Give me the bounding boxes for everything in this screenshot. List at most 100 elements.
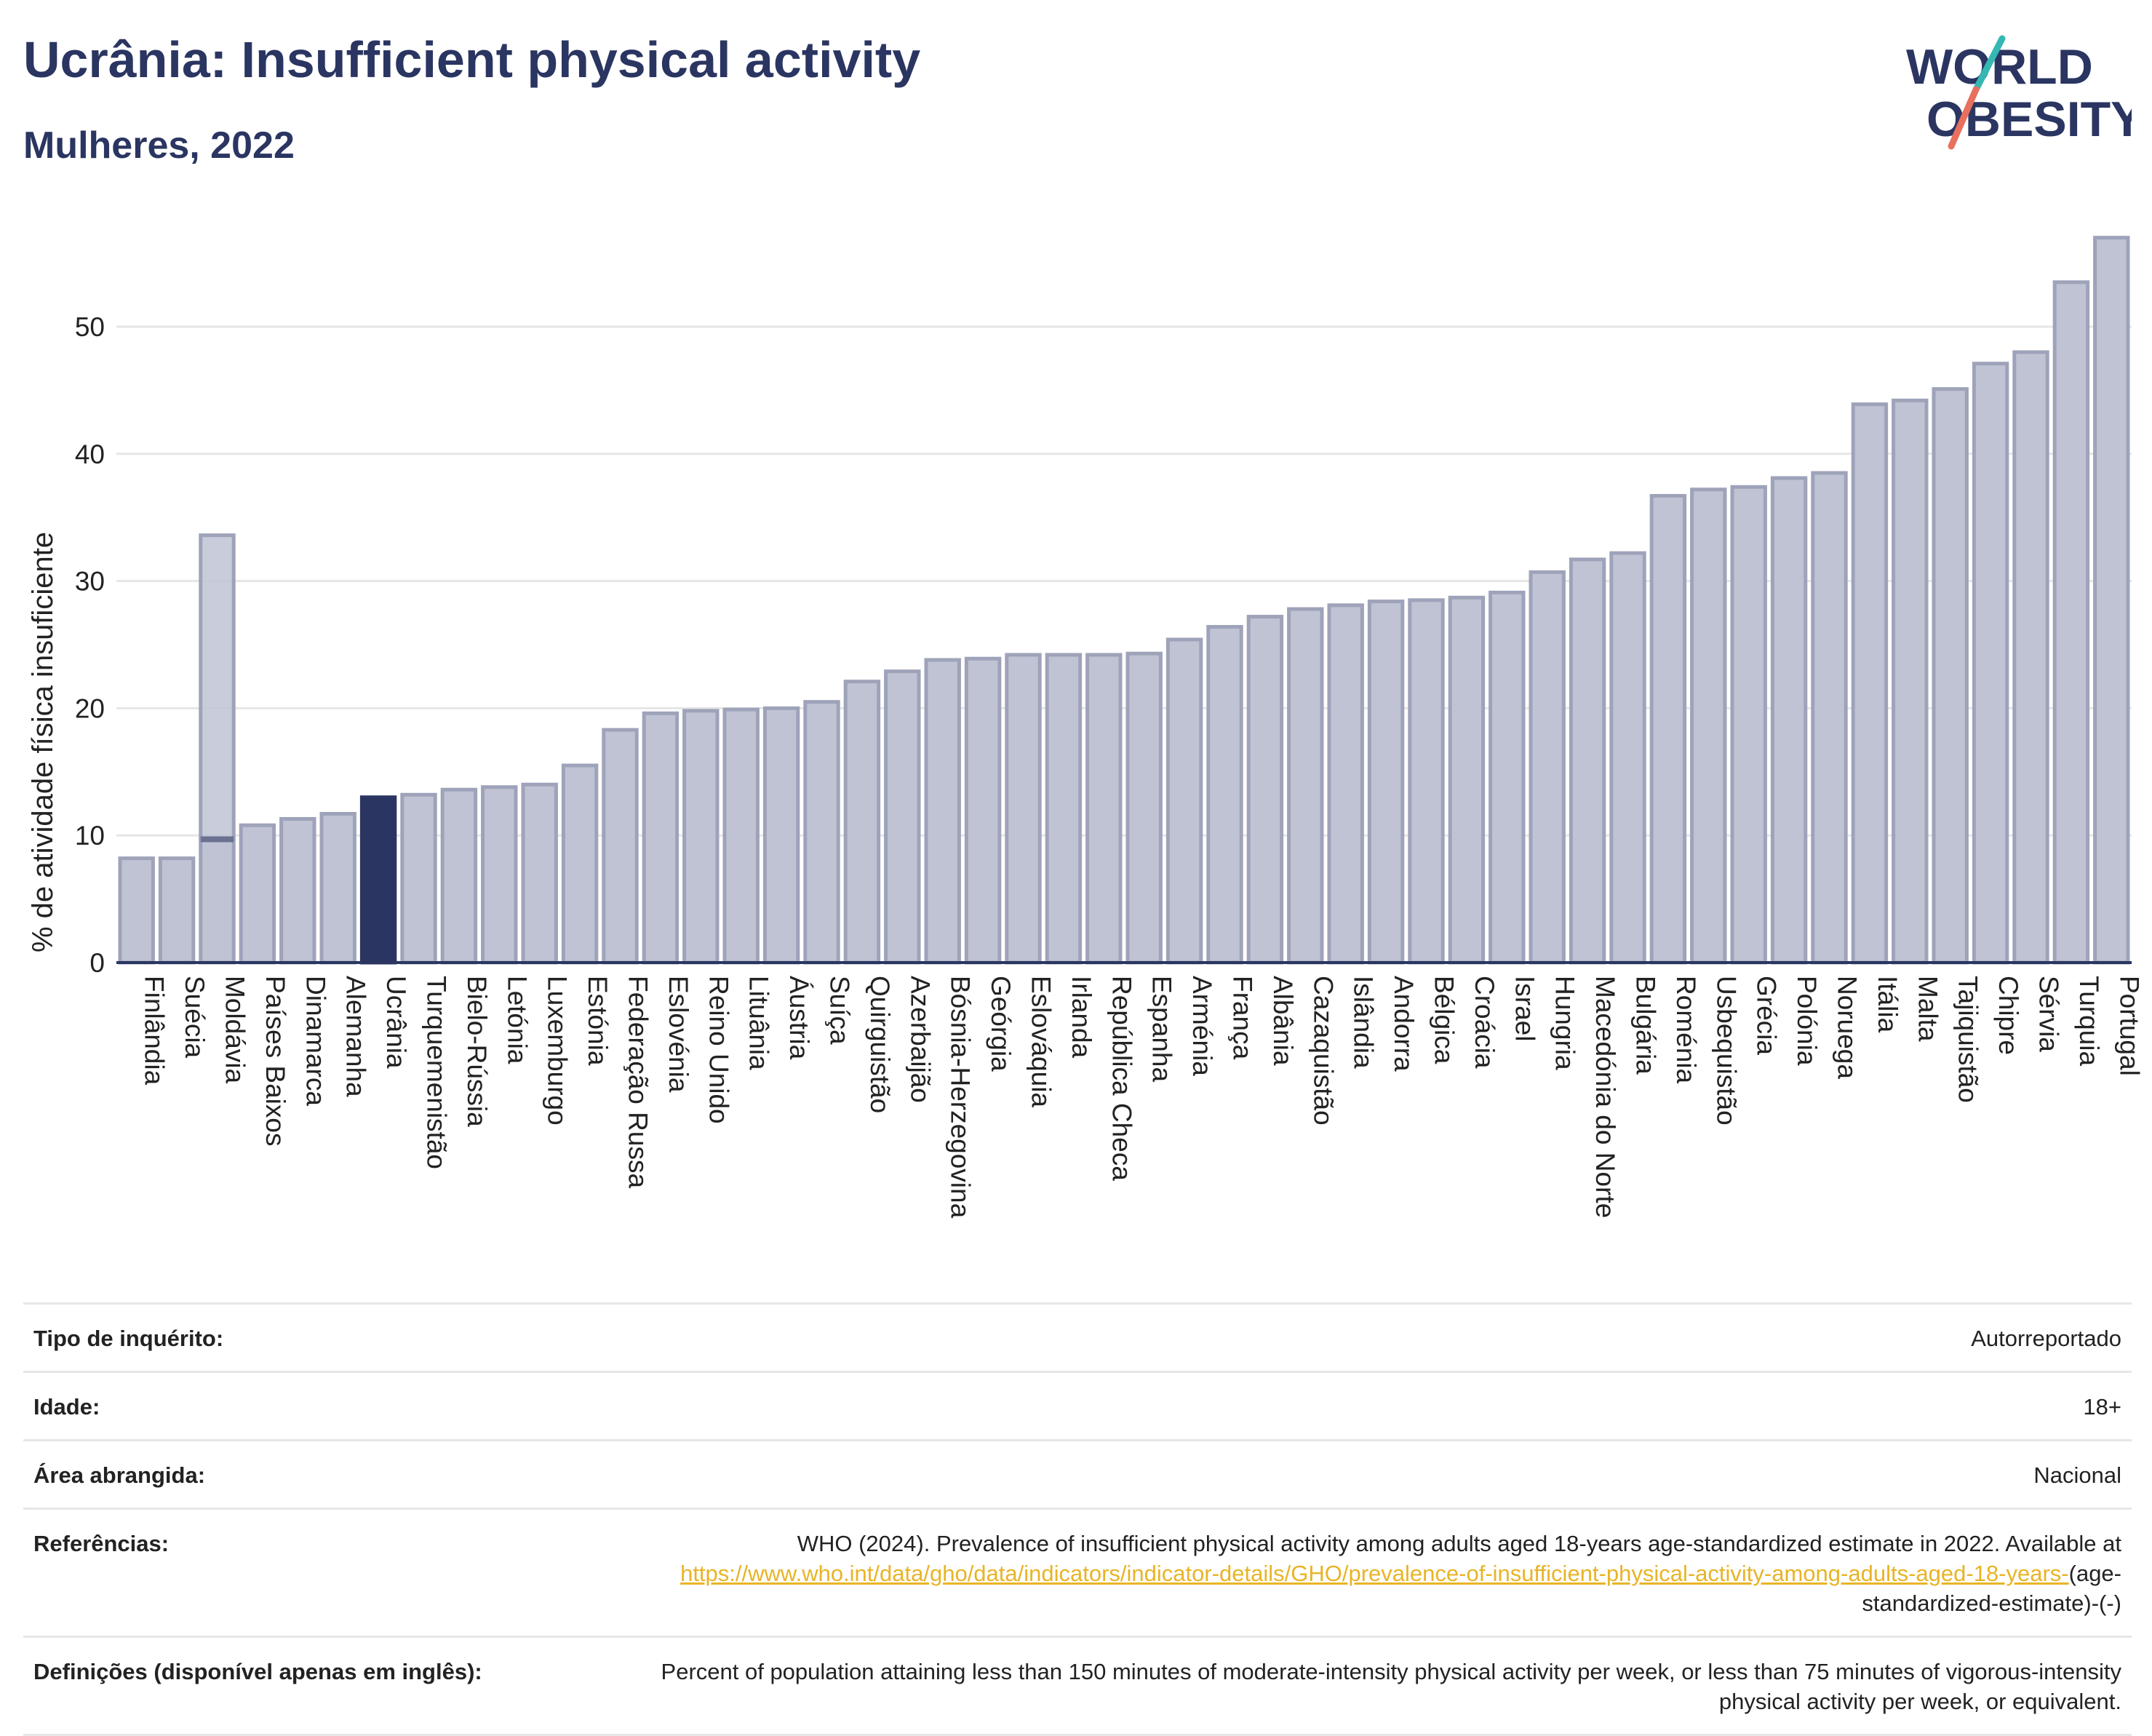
info-row-survey: Tipo de inquérito: Autorreportado [23,1302,2132,1371]
bar-república-checa[interactable] [1085,653,1123,965]
bar-países-baixos[interactable] [239,823,276,965]
bar-finlândia[interactable] [118,856,155,965]
bar-croácia[interactable] [1448,595,1486,965]
info-row-definitions: Definições (disponível apenas em inglês)… [23,1636,2132,1736]
x-tick-label: Macedónia do Norte [1590,976,1620,1218]
x-tick-label: Bélgica [1430,976,1459,1064]
bar-azerbaijão[interactable] [884,669,921,965]
bar-irlanda[interactable] [1045,653,1083,965]
references-suffix: (age-standardized-estimate)-(-) [1862,1561,2121,1616]
page-title: Ucrânia: Insufficient physical activity [23,31,921,88]
bar-noruega[interactable] [1811,471,1848,965]
bar-roménia[interactable] [1649,493,1687,965]
x-tick-label: Tajiquistão [1953,976,1983,1103]
x-tick-label: Quirguistão [865,976,895,1113]
bar-usbequistão[interactable] [1690,487,1727,965]
bar-eslovénia[interactable] [642,711,680,965]
bar-estónia[interactable] [561,763,599,965]
bar-espanha[interactable] [1125,651,1163,965]
x-tick-label: Espanha [1147,976,1177,1082]
x-tick-label: Federação Russa [623,976,653,1188]
bar-chipre[interactable] [1972,362,2009,965]
bar-portugal[interactable] [2093,236,2130,965]
x-tick-label: Eslovénia [663,976,693,1093]
x-tick-label: Alemanha [341,976,371,1097]
bar-turquemenistão[interactable] [400,792,437,965]
bar-malta[interactable] [1892,398,1929,965]
bar-suécia[interactable] [158,856,196,965]
bar-bulgária[interactable] [1609,551,1646,965]
x-tick-label: Usbequistão [1711,976,1741,1126]
x-tick-label: Suíça [825,976,855,1045]
x-tick-label: Grécia [1752,976,1782,1055]
bar-grécia[interactable] [1730,485,1767,965]
bar-geórgia[interactable] [964,656,1002,965]
x-tick-label: Luxemburgo [543,976,573,1126]
x-tick-label: Bulgária [1631,976,1661,1075]
x-tick-label: Irlanda [1067,976,1096,1059]
y-tick-label: 10 [75,821,105,851]
logo-slash-coral [1948,86,1980,150]
bar-andorra[interactable] [1367,600,1405,965]
bar-alemanha[interactable] [319,811,356,965]
bar-reino-unido[interactable] [682,709,720,965]
bar-itália[interactable] [1851,402,1889,965]
bar-turquia[interactable] [2052,280,2090,965]
references-text: WHO (2024). Prevalence of insufficient p… [797,1531,2121,1556]
bar-letónia[interactable] [481,785,518,965]
x-tick-label: Reino Unido [704,976,733,1124]
x-tick-label: Islândia [1349,976,1379,1069]
bar-federação-russa[interactable] [602,728,639,965]
bar-eslováquia[interactable] [1005,653,1042,965]
info-row-age: Idade: 18+ [23,1371,2132,1439]
bar-dinamarca[interactable] [279,816,316,965]
x-tick-label: Finlândia [140,976,170,1086]
bar-israel[interactable] [1489,590,1526,965]
bar-ucrânia[interactable] [359,795,397,965]
bar-sérvia[interactable] [2012,350,2049,965]
bar-bósnia-herzegovina[interactable] [924,658,961,965]
references-link[interactable]: https://www.who.int/data/gho/data/indica… [680,1561,2069,1586]
bar-suíça[interactable] [803,700,840,965]
x-tick-label: República Checa [1107,976,1136,1181]
world-obesity-logo: WORLD OBESITY [1906,35,2132,150]
bar-polónia[interactable] [1770,476,1808,965]
area-label: Área abrangida: [33,1462,206,1488]
x-tick-label: Letónia [502,976,532,1064]
bar-hungria[interactable] [1529,570,1566,965]
x-tick-label: Israel [1510,976,1539,1041]
x-tick-label: Ucrânia [381,976,411,1069]
x-tick-label: Suécia [180,976,210,1059]
bar-islândia[interactable] [1327,603,1364,965]
x-tick-label: Azerbaijão [905,976,935,1103]
x-tick-label: Polónia [1792,976,1822,1066]
age-value: 18+ [2083,1394,2121,1420]
bar-áustria[interactable] [762,706,800,965]
bar-bélgica[interactable] [1408,598,1445,965]
x-tick-label: Eslováquia [1027,976,1056,1107]
x-tick-label: Noruega [1833,976,1862,1079]
info-table: Tipo de inquérito: Autorreportado Idade:… [23,1302,2132,1736]
x-tick-label: Chipre [1993,976,2023,1055]
bar-moldávia[interactable] [199,837,236,965]
bar-macedónia-do-norte[interactable] [1569,557,1606,965]
age-label: Idade: [33,1394,100,1420]
bar-lituânia[interactable] [722,707,760,965]
bar-arménia[interactable] [1165,637,1203,965]
bar-frança[interactable] [1206,625,1243,965]
bar-albânia[interactable] [1246,615,1284,965]
x-tick-label: Roménia [1671,976,1701,1083]
x-tick-label: Estónia [583,976,613,1066]
bar-tajiquistão[interactable] [1932,387,1969,965]
x-tick-label: Turquemenistão [422,976,452,1169]
x-tick-label: Portugal [2114,976,2144,1076]
logo-slash-teal [1972,35,2006,93]
bars [118,236,2130,965]
bar-luxemburgo[interactable] [521,782,558,965]
x-tick-label: Moldávia [220,976,250,1083]
bar-quirguistão[interactable] [843,680,881,965]
x-tick-label: Itália [1873,976,1902,1033]
bar-cazaquistão[interactable] [1287,607,1324,965]
area-value: Nacional [2033,1462,2121,1488]
bar-bielo-rússia[interactable] [440,787,478,965]
